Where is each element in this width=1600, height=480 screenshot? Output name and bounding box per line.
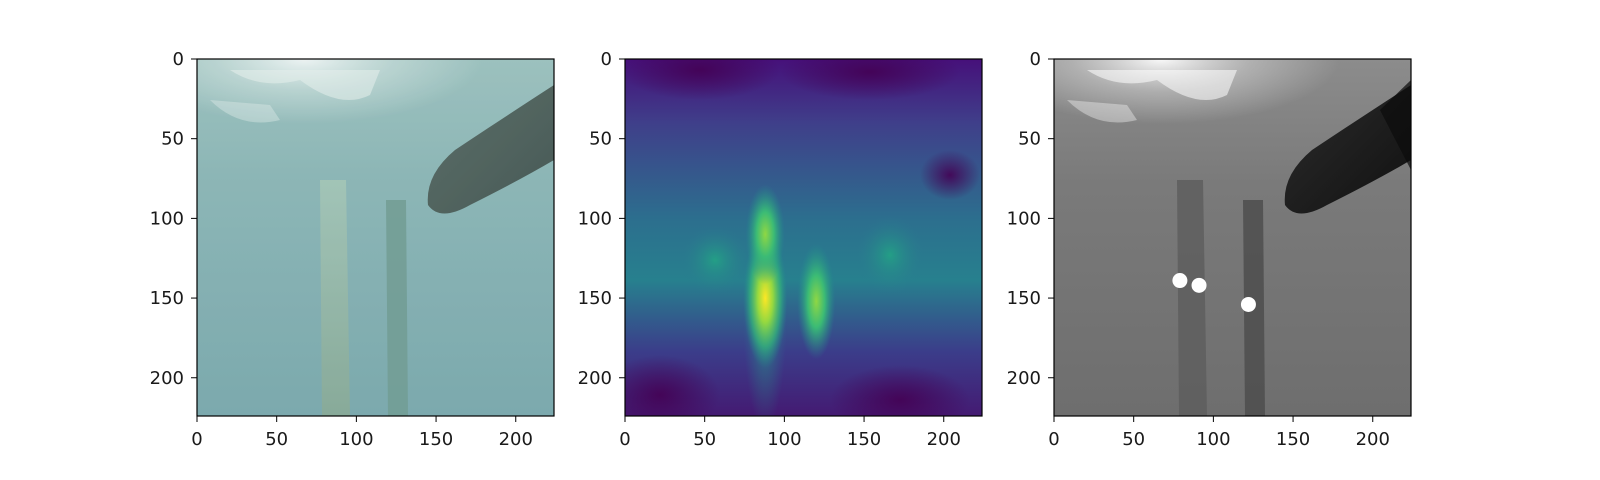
axes-ticks: 0 50 100 150 200 0 50 100 150 200 <box>1007 49 1390 450</box>
y-tick-label: 100 <box>578 208 612 229</box>
x-tick-label: 150 <box>1276 429 1310 450</box>
y-tick-label: 200 <box>150 368 184 389</box>
x-tick-label: 0 <box>191 429 202 450</box>
y-tick-label: 50 <box>1018 129 1041 150</box>
y-tick-label: 50 <box>161 129 184 150</box>
axes-ticks: 0 50 100 150 200 0 50 100 150 200 <box>150 49 533 450</box>
y-tick-label: 150 <box>578 288 612 309</box>
piling-right <box>386 200 408 416</box>
y-tick-label: 50 <box>589 129 612 150</box>
x-tick-label: 0 <box>1048 429 1059 450</box>
heatmap-hotspots <box>743 184 836 369</box>
piling-left <box>320 180 350 416</box>
boat-hull <box>1284 85 1411 214</box>
gray-image <box>1054 59 1411 416</box>
x-tick-label: 100 <box>339 429 373 450</box>
axes-frame <box>624 58 983 417</box>
axes-frame <box>1053 58 1412 417</box>
scatter-point <box>1172 273 1188 289</box>
x-tick-label: 100 <box>767 429 801 450</box>
x-tick-label: 200 <box>1356 429 1390 450</box>
y-tick-label: 200 <box>578 368 612 389</box>
y-tick-label: 200 <box>1007 368 1041 389</box>
x-tick-label: 50 <box>265 429 288 450</box>
x-tick-label: 200 <box>927 429 961 450</box>
heatmap-hotspot <box>745 184 785 285</box>
y-tick-label: 150 <box>150 288 184 309</box>
panel-heatmap: 0 50 100 150 200 0 50 100 150 200 <box>578 49 983 450</box>
y-tick-label: 0 <box>601 49 612 70</box>
panel-gray-points: 0 50 100 150 200 0 50 100 150 200 <box>1007 49 1412 450</box>
panel-photo: 0 50 100 150 200 0 50 100 150 200 <box>150 49 555 450</box>
photo-image <box>197 59 554 416</box>
y-tick-label: 150 <box>1007 288 1041 309</box>
y-tick-label: 100 <box>150 208 184 229</box>
y-tick-label: 0 <box>1030 49 1041 70</box>
axes-frame <box>196 58 555 417</box>
heatmap-hotspot <box>797 243 836 360</box>
x-tick-label: 50 <box>1122 429 1145 450</box>
x-tick-label: 100 <box>1196 429 1230 450</box>
axes-ticks: 0 50 100 150 200 0 50 100 150 200 <box>578 49 961 450</box>
x-tick-label: 150 <box>419 429 453 450</box>
x-tick-label: 50 <box>693 429 716 450</box>
scatter-points <box>1172 273 1256 312</box>
x-tick-label: 0 <box>619 429 630 450</box>
y-tick-label: 100 <box>1007 208 1041 229</box>
heatmap-image <box>625 59 982 416</box>
y-tick-label: 0 <box>173 49 184 70</box>
scatter-point <box>1240 296 1256 312</box>
boat-hull <box>427 85 554 214</box>
scatter-point <box>1191 277 1207 293</box>
x-tick-label: 150 <box>847 429 881 450</box>
piling-left <box>1177 180 1207 416</box>
x-tick-label: 200 <box>499 429 533 450</box>
